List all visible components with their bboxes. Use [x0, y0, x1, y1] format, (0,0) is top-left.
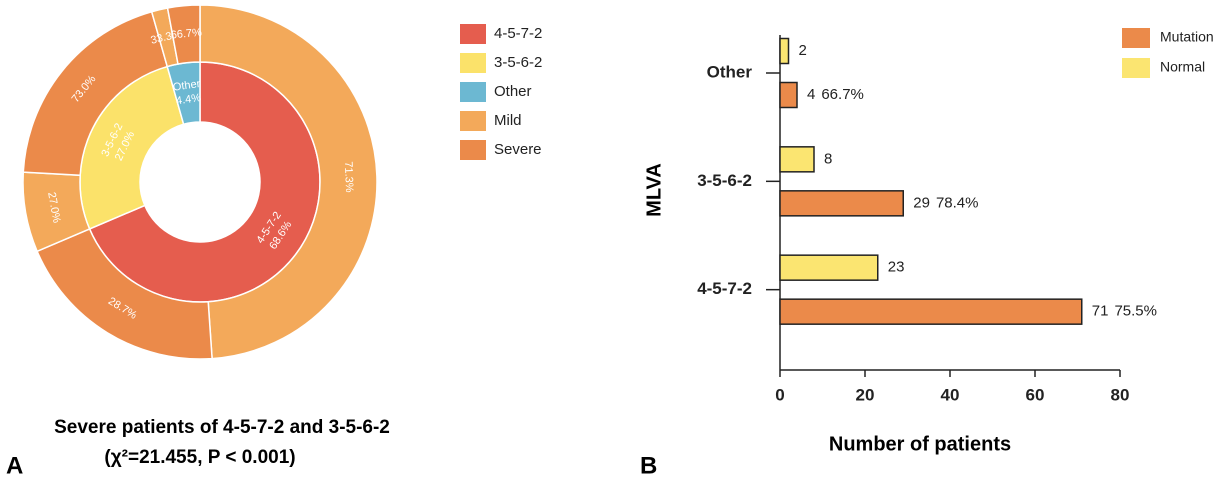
sector-value-label: 4.4%	[175, 92, 202, 107]
sector-label: Other	[172, 78, 201, 94]
bar	[779, 146, 815, 173]
legend-swatch	[460, 24, 486, 44]
sector-value-label: 66.7%	[170, 27, 202, 42]
legend-swatch	[1122, 58, 1150, 78]
bar-value-label: 2	[799, 42, 807, 59]
x-tick-label: 40	[941, 385, 960, 404]
bar	[779, 254, 879, 281]
legend-swatch	[460, 111, 486, 131]
legend-label: Severe	[494, 141, 542, 158]
bar	[779, 81, 798, 109]
y-tick-label: 3-5-6-2	[697, 171, 752, 190]
outer-sector	[166, 4, 201, 65]
panel-label: B	[640, 452, 657, 479]
x-tick-label: 60	[1026, 385, 1045, 404]
legend-label: Other	[494, 83, 532, 100]
x-axis-title: Number of patients	[829, 433, 1011, 455]
legend-label: 4-5-7-2	[494, 25, 542, 42]
y-tick-label: Other	[707, 62, 753, 81]
legend-label: Normal	[1160, 59, 1205, 75]
bar-value-label: 29	[913, 194, 930, 211]
bar	[779, 298, 1083, 325]
y-axis-title: MLVA	[643, 163, 665, 217]
x-tick-label: 0	[775, 385, 784, 404]
outer-sector	[199, 4, 378, 360]
bar-value-label: 71	[1092, 303, 1109, 320]
bar-annotation: 66.7%	[821, 86, 864, 103]
x-tick-label: 80	[1111, 385, 1130, 404]
bar	[779, 190, 904, 217]
bar-annotation: 78.4%	[936, 194, 979, 211]
legend-swatch	[460, 140, 486, 160]
legend-swatch	[460, 82, 486, 102]
x-tick-label: 20	[856, 385, 875, 404]
bar-value-label: 4	[807, 86, 815, 103]
sector-value-label: 71.3%	[342, 161, 355, 193]
bar-value-label: 8	[824, 150, 832, 167]
bar	[779, 37, 790, 65]
sector-value-label: 27.0%	[45, 191, 62, 224]
legend-label: Mutation	[1160, 29, 1214, 45]
legend-swatch	[1122, 28, 1150, 48]
chart-title: Severe patients of 4-5-7-2 and 3-5-6-2	[54, 417, 390, 438]
bar-annotation: 75.5%	[1114, 303, 1157, 320]
legend-swatch	[460, 53, 486, 73]
panel-label: A	[6, 452, 23, 479]
bar-value-label: 23	[888, 259, 905, 276]
legend-label: 3-5-6-2	[494, 54, 542, 71]
chart-subtitle: (χ²=21.455, P < 0.001)	[104, 447, 295, 468]
y-tick-label: 4-5-7-2	[697, 279, 752, 298]
legend-label: Mild	[494, 112, 522, 129]
